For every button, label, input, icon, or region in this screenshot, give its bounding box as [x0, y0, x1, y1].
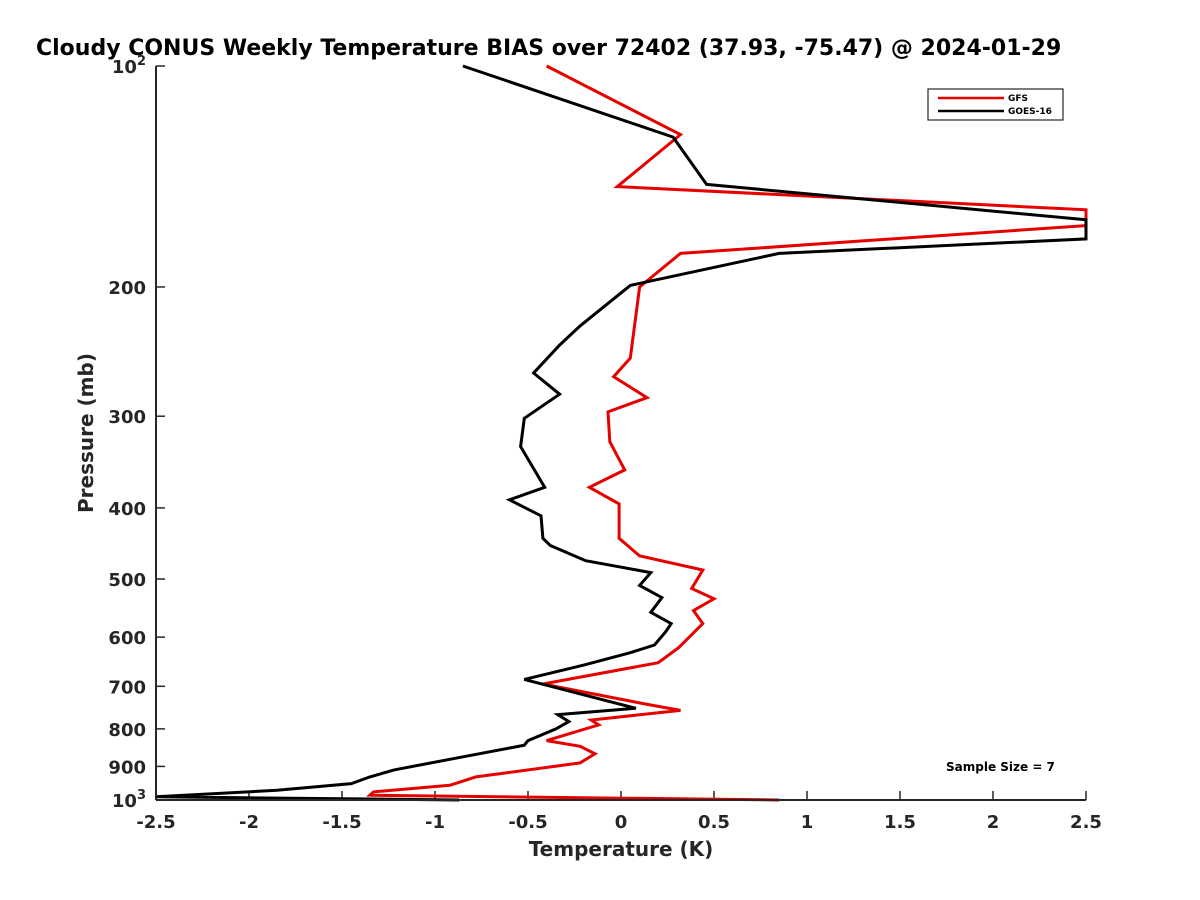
y-tick-label: 200	[108, 278, 146, 299]
x-tick-label: 1.5	[884, 812, 916, 833]
x-tick-label: 0.5	[698, 812, 730, 833]
series-layer	[155, 64, 1088, 802]
series-line-gfs	[366, 64, 1088, 802]
chart-title: Cloudy CONUS Weekly Temperature BIAS ove…	[36, 36, 1061, 61]
x-tick-label: -2.5	[136, 812, 175, 833]
legend-box	[927, 88, 1064, 121]
x-tick-label: 2	[987, 812, 1000, 833]
x-tick-label: -1.5	[322, 812, 361, 833]
series-line-goes16	[155, 64, 1088, 802]
sample-size-annotation: Sample Size = 7	[946, 760, 1055, 774]
y-axis-ticks: 102 200 300 400 500 600 700 800 900 103	[108, 54, 165, 812]
y-tick-label: 500	[108, 570, 146, 591]
y-tick-label: 102	[112, 54, 146, 78]
y-tick-label: 700	[108, 677, 146, 698]
legend-label-goes16: GOES-16	[1008, 107, 1052, 117]
y-axis-label: Pressure (mb)	[74, 353, 98, 513]
x-tick-label: -2	[239, 812, 259, 833]
x-axis-ticks: -2.5 -2 -1.5 -1 -0.5 0 0.5 1 1.5 2 2.5	[136, 791, 1102, 833]
x-axis-label: Temperature (K)	[529, 837, 714, 861]
y-tick-label: 103	[112, 788, 146, 812]
legend-label-gfs: GFS	[1008, 94, 1028, 104]
y-tick-label: 900	[108, 757, 146, 778]
x-tick-label: 1	[801, 812, 814, 833]
legend: GFS GOES-16	[927, 88, 1064, 121]
x-tick-label: -1	[425, 812, 445, 833]
x-tick-label: 2.5	[1070, 812, 1102, 833]
y-tick-label: 600	[108, 628, 146, 649]
y-tick-label: 400	[108, 499, 146, 520]
y-tick-label: 300	[108, 407, 146, 428]
y-tick-label: 800	[108, 720, 146, 741]
x-tick-label: 0	[615, 812, 628, 833]
x-tick-label: -0.5	[508, 812, 547, 833]
